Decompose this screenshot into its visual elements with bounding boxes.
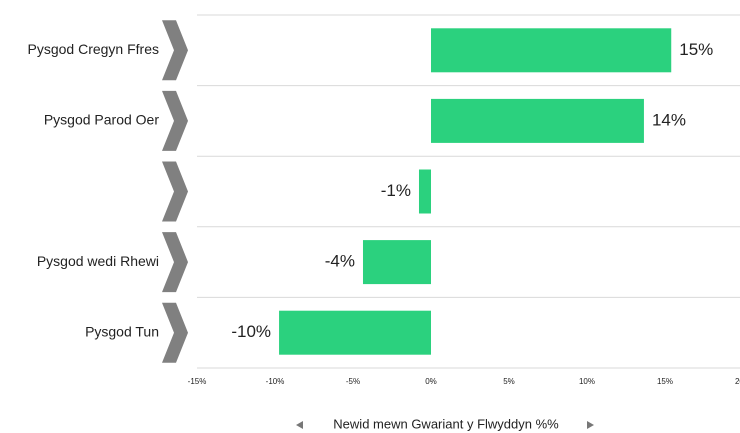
x-tick-label: 20% (735, 377, 740, 386)
value-label: -1% (381, 181, 411, 200)
category-chevron (162, 161, 188, 222)
y-tick-label: Pysgod Tun (85, 323, 159, 339)
x-tick-label: 5% (503, 377, 515, 386)
x-tick-label: -15% (188, 377, 207, 386)
bar (279, 310, 431, 355)
value-label: -10% (231, 322, 271, 341)
category-chevron (162, 20, 188, 81)
right-arrow (587, 421, 594, 429)
value-label: 14% (652, 110, 686, 129)
x-tick-label: -5% (346, 377, 360, 386)
bar (418, 169, 431, 214)
x-tick-label: 0% (425, 377, 437, 386)
bar (431, 98, 644, 143)
category-chevron (162, 232, 188, 293)
value-label: -4% (325, 252, 355, 271)
x-tick-label: 10% (579, 377, 595, 386)
left-arrow (296, 421, 303, 429)
bar (362, 240, 431, 285)
x-tick-label: -10% (266, 377, 285, 386)
value-label: 15% (679, 40, 713, 59)
category-chevron (162, 302, 188, 363)
y-tick-label: Pysgod Parod Oer (44, 112, 160, 128)
y-tick-label: Pysgod Cregyn Ffres (28, 41, 160, 57)
x-tick-label: 15% (657, 377, 673, 386)
bar (431, 28, 672, 73)
y-tick-label: Pysgod wedi Rhewi (37, 253, 159, 269)
category-chevron (162, 90, 188, 151)
x-axis-title: Newid mewn Gwariant y Flwyddyn %% (333, 416, 559, 431)
